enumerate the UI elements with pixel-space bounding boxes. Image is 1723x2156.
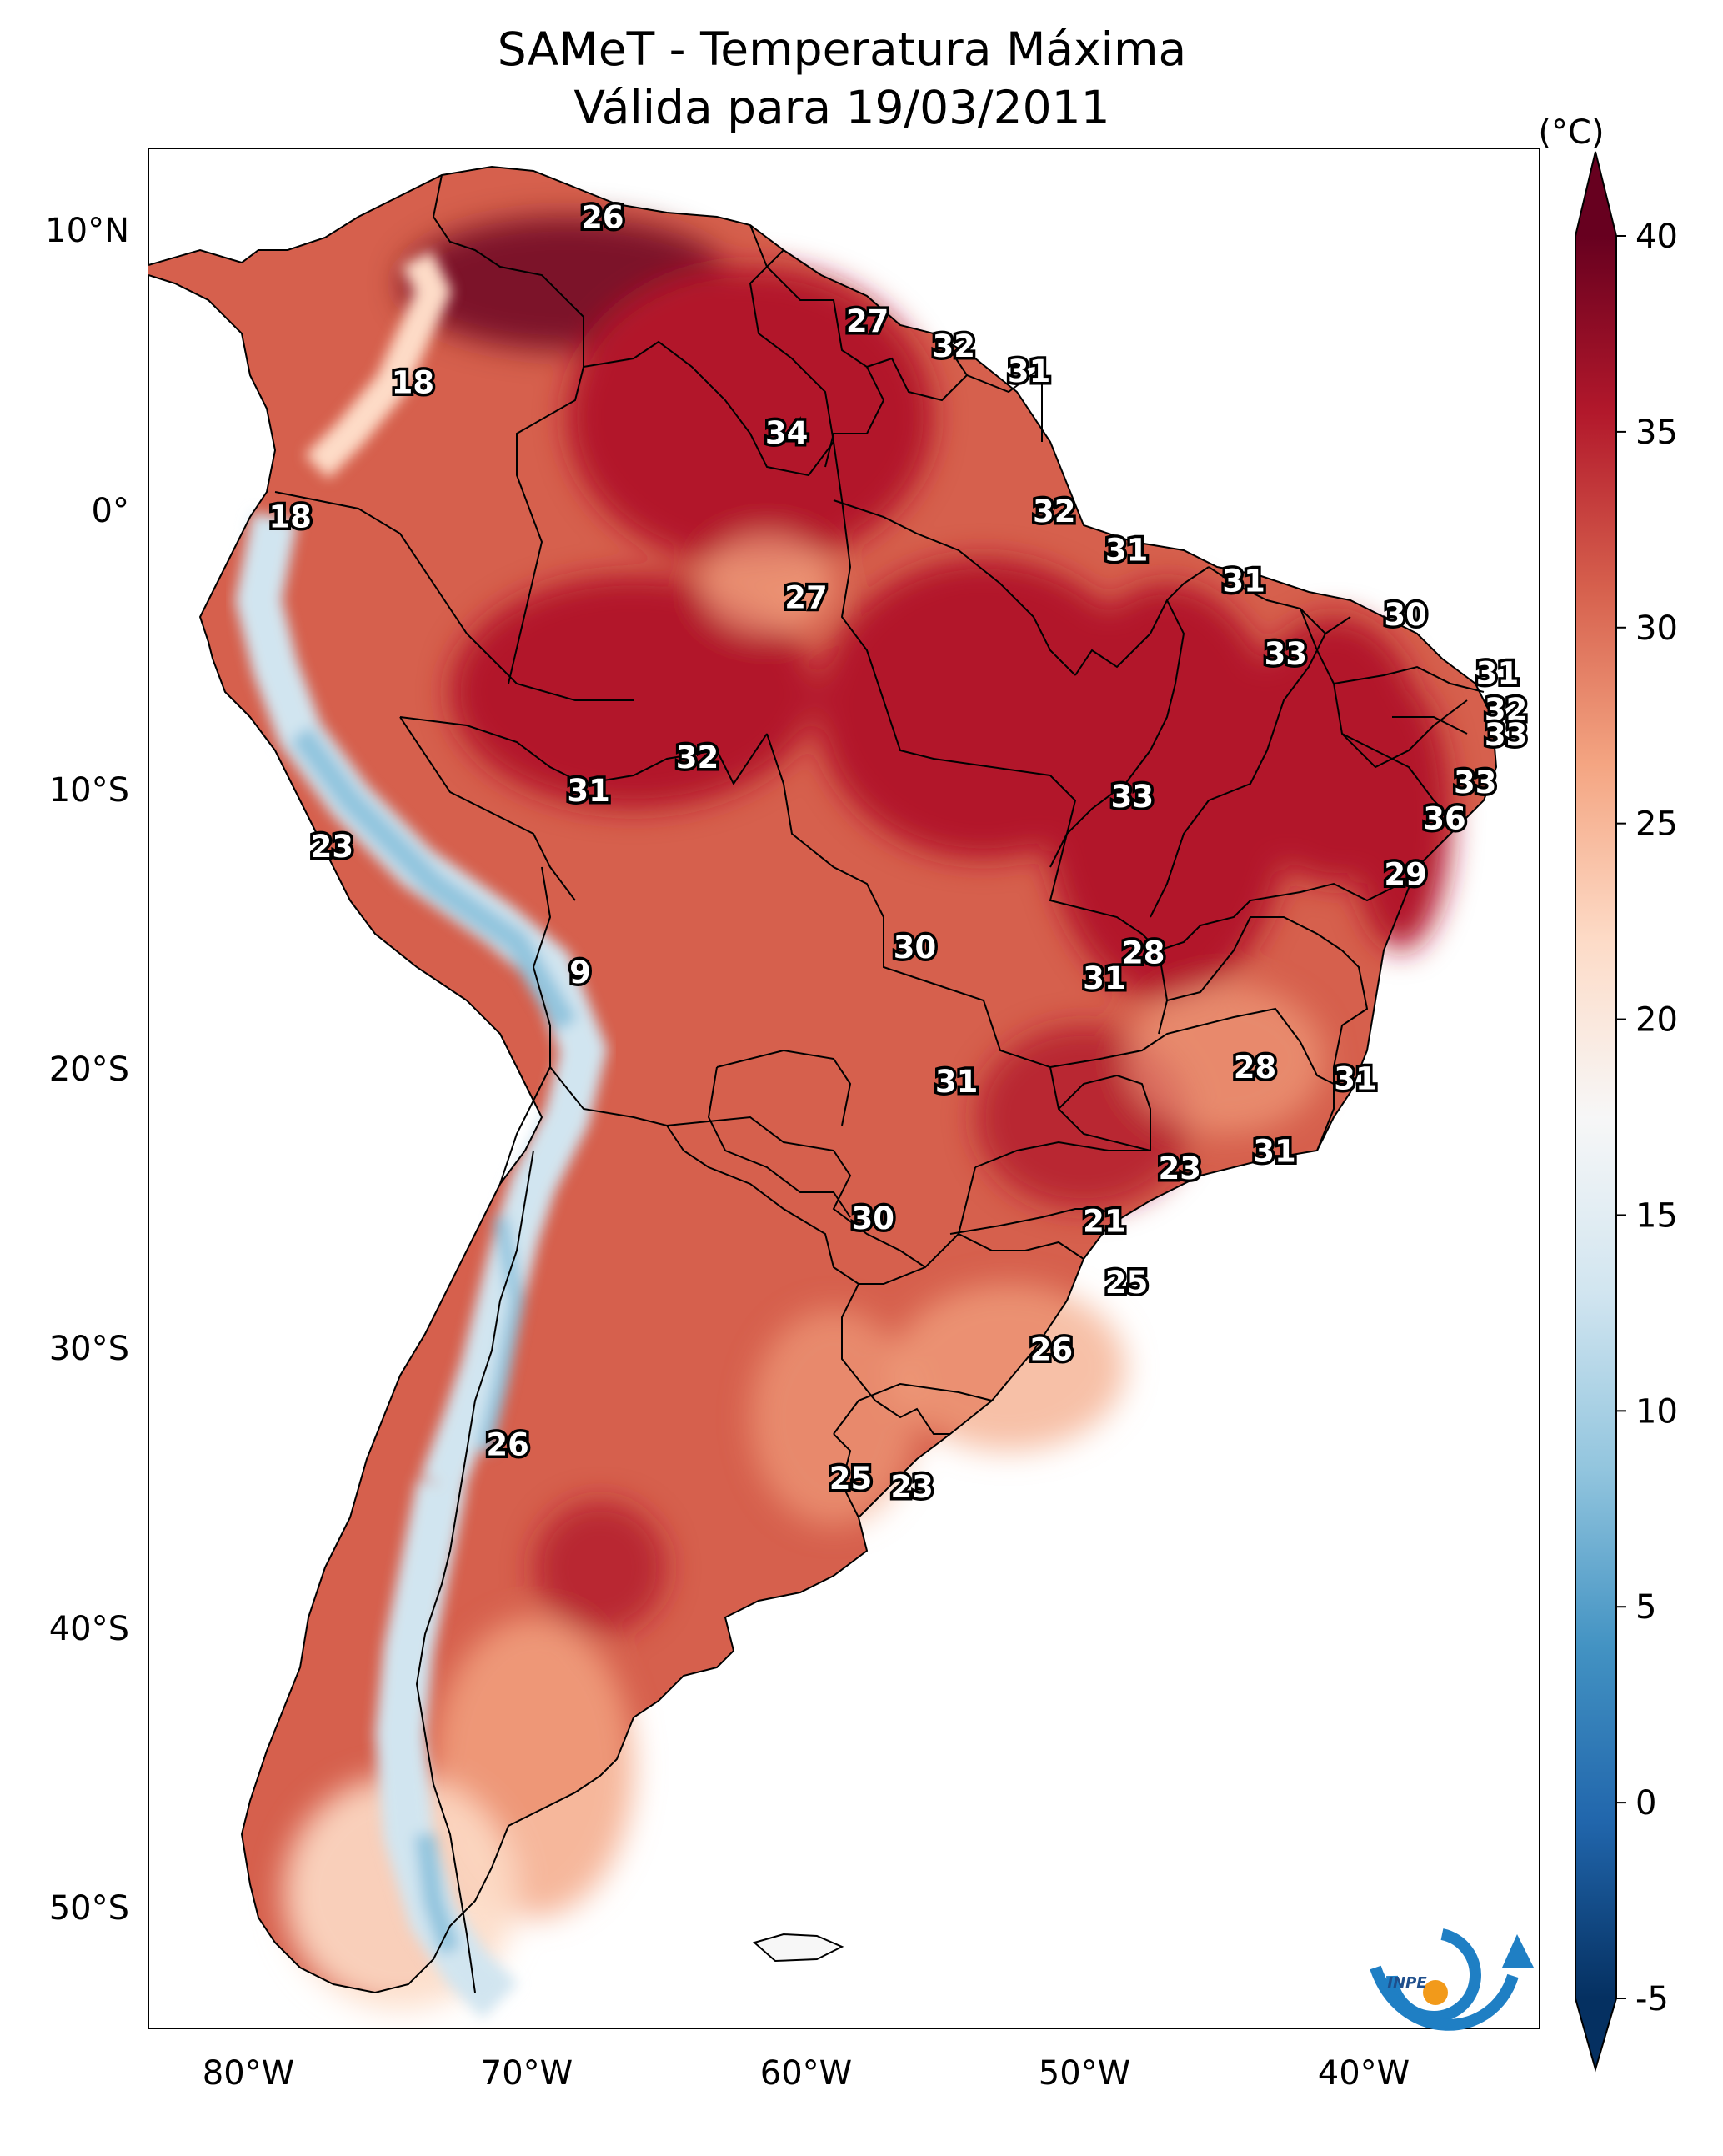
inpe-logo: INPE xyxy=(1370,1928,1534,2031)
colorbar-tick-label: 5 xyxy=(1635,1588,1656,1627)
city-value-label: 36 xyxy=(1423,801,1466,837)
country-borders xyxy=(148,165,1498,1994)
city-value-label: 28 xyxy=(1122,935,1165,971)
city-value-label: 30 xyxy=(1384,597,1427,633)
lat-label-10s: 10°S xyxy=(49,771,129,810)
city-value-label: 18 xyxy=(392,365,435,401)
city-value-label: 23 xyxy=(1158,1151,1201,1186)
city-value-label: 31 xyxy=(1476,655,1520,691)
city-value-label: 30 xyxy=(894,930,937,965)
city-value-label: 29 xyxy=(1384,857,1427,893)
colorbar-body xyxy=(1575,236,1616,1998)
colorbar-tick-label: -5 xyxy=(1635,1980,1669,2018)
city-value-label: 31 xyxy=(1105,533,1149,569)
city-value-label: 25 xyxy=(829,1461,873,1497)
colorbar: (°C) 40 35 30 25 20 15 10 5 0 -5 xyxy=(1538,113,1678,2073)
lon-label-60w: 60°W xyxy=(760,2054,852,2093)
lat-label-0: 0° xyxy=(92,492,129,530)
city-value-label: 31 xyxy=(1008,353,1051,389)
lat-label-20s: 20°S xyxy=(49,1050,129,1089)
city-value-label: 32 xyxy=(933,328,976,364)
lon-label-40w: 40°W xyxy=(1318,2054,1410,2093)
city-value-label: 31 xyxy=(935,1064,979,1100)
lat-label-50s: 50°S xyxy=(49,1889,129,1928)
city-value-label: 26 xyxy=(486,1427,529,1463)
colorbar-bottom-extension xyxy=(1575,1998,1616,2069)
city-value-label: 23 xyxy=(311,829,354,865)
lon-label-80w: 80°W xyxy=(203,2054,294,2093)
city-value-label: 31 xyxy=(567,773,610,809)
city-value-label: 33 xyxy=(1265,636,1308,672)
colorbar-top-extension xyxy=(1575,152,1616,236)
city-value-label: 27 xyxy=(784,580,828,616)
map-title-line2: Válida para 19/03/2011 xyxy=(573,81,1109,134)
city-value-label: 26 xyxy=(1030,1332,1074,1368)
city-value-label: 34 xyxy=(765,415,809,451)
falklands xyxy=(752,1933,844,1963)
colorbar-tick-label: 40 xyxy=(1635,218,1678,256)
lat-label-30s: 30°S xyxy=(49,1330,129,1368)
lon-label-50w: 50°W xyxy=(1039,2054,1130,2093)
city-value-label: 31 xyxy=(1083,960,1126,996)
latitude-labels: 10°N 0° 10°S 20°S 30°S 40°S 50°S xyxy=(45,212,129,1928)
colorbar-ticks: 40 35 30 25 20 15 10 5 0 -5 xyxy=(1616,218,1678,2018)
colorbar-tick-label: 15 xyxy=(1635,1196,1678,1235)
city-value-label: 25 xyxy=(1105,1265,1149,1301)
city-value-label: 9 xyxy=(569,955,591,990)
colorbar-tick-label: 10 xyxy=(1635,1392,1678,1431)
city-value-label: 33 xyxy=(1485,717,1528,753)
city-value-label: 32 xyxy=(676,740,719,775)
city-value-label: 32 xyxy=(1485,692,1528,728)
colorbar-tick-label: 0 xyxy=(1635,1784,1656,1823)
colorbar-tick-label: 35 xyxy=(1635,414,1678,452)
city-value-label: 32 xyxy=(1033,494,1076,529)
map-title-line1: SAMeT - Temperatura Máxima xyxy=(498,23,1186,76)
city-value-label: 23 xyxy=(890,1469,934,1505)
city-value-label: 30 xyxy=(852,1201,895,1236)
city-value-label: 33 xyxy=(1454,765,1497,800)
city-value-label: 33 xyxy=(1111,779,1155,815)
city-value-label: 27 xyxy=(846,303,889,339)
lat-label-10n: 10°N xyxy=(45,212,129,250)
city-value-label: 21 xyxy=(1083,1203,1126,1239)
colorbar-unit: (°C) xyxy=(1538,113,1604,152)
city-value-label: 31 xyxy=(1334,1060,1377,1096)
colorbar-tick-label: 20 xyxy=(1635,1001,1678,1040)
city-value-label: 18 xyxy=(268,499,312,535)
city-value-label: 31 xyxy=(1253,1134,1296,1170)
city-value-label: 31 xyxy=(1222,564,1265,599)
city-value-label: 26 xyxy=(581,200,624,236)
inpe-logo-text: INPE xyxy=(1387,1974,1427,1992)
map-content xyxy=(148,165,1498,2019)
lon-label-70w: 70°W xyxy=(481,2054,573,2093)
lat-label-40s: 40°S xyxy=(49,1610,129,1648)
colorbar-tick-label: 25 xyxy=(1635,805,1678,844)
colorbar-tick-label: 30 xyxy=(1635,609,1678,648)
city-value-label: 28 xyxy=(1234,1050,1277,1086)
longitude-labels: 80°W 70°W 60°W 50°W 40°W xyxy=(203,2054,1410,2093)
